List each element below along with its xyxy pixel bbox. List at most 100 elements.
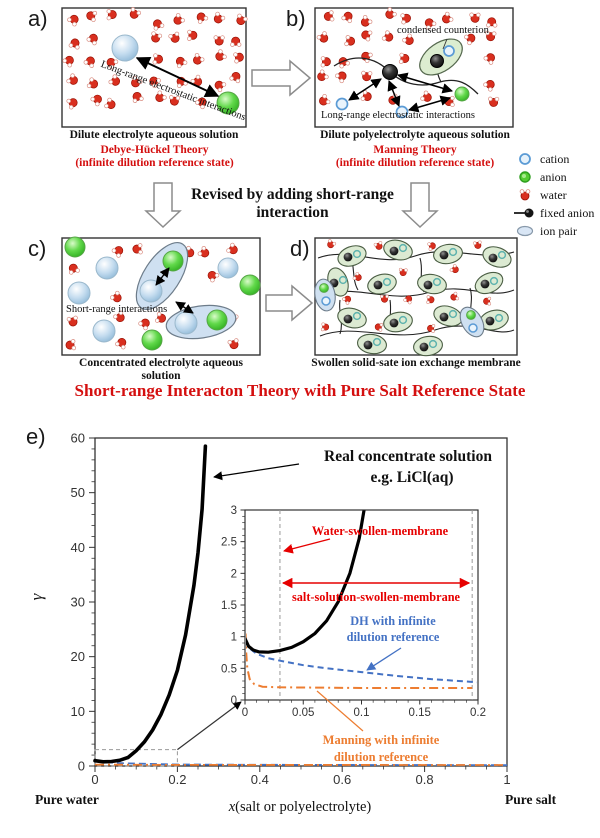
- counterion: [448, 247, 458, 257]
- fixed-anion-counterion-pair: [383, 311, 413, 333]
- x-tick-label: 0: [91, 772, 98, 787]
- water-molecule: [361, 51, 373, 64]
- water-membrane-label: Water-swollen-membrane: [312, 524, 449, 538]
- real-solution-label2: e.g. LiCl(aq): [370, 469, 453, 486]
- inset-series-dh: [246, 640, 477, 684]
- anion: [64, 236, 86, 258]
- legend-item-anion: anion: [512, 168, 594, 186]
- fixed-anion: [343, 252, 353, 262]
- water-molecule: [86, 77, 99, 89]
- fixed-anion-counterion-pair: [482, 246, 512, 268]
- counterion: [372, 337, 382, 347]
- water-molecule: [427, 242, 436, 251]
- water-molecule: [104, 97, 116, 109]
- cation: [217, 257, 239, 279]
- water-molecule: [398, 52, 410, 64]
- water-molecule: [402, 33, 414, 45]
- water-molecule: [65, 339, 77, 351]
- x-axis-title-italic: x: [228, 799, 236, 815]
- water-molecule: [338, 57, 350, 69]
- fixed-anion: [382, 64, 398, 80]
- legend-item-fixed-anion: fixed anion: [512, 204, 594, 222]
- cation: [95, 256, 119, 280]
- fixed-anion: [373, 280, 383, 290]
- salt-membrane-label: salt-solution-swollen-membrane: [292, 590, 461, 604]
- interaction-arrow: [407, 95, 452, 113]
- water-molecule: [317, 69, 329, 82]
- water-molecule: [483, 80, 495, 92]
- cation-icon: [519, 153, 531, 165]
- fixed-anion-icon: [514, 208, 534, 218]
- fixed-anion: [423, 280, 433, 290]
- water-molecule: [86, 10, 98, 22]
- water-molecule: [400, 13, 411, 25]
- water-molecule: [151, 31, 163, 43]
- water-molecule: [66, 315, 78, 327]
- counterion: [428, 339, 438, 349]
- water-molecule: [129, 7, 142, 19]
- anion: [466, 310, 476, 320]
- dh-arrow: [366, 647, 402, 671]
- y-tick-label: 50: [71, 485, 85, 500]
- water-molecule: [106, 9, 117, 21]
- cation: [139, 279, 163, 303]
- water-molecule: [483, 296, 492, 306]
- water-molecule: [398, 267, 408, 277]
- water-molecule: [374, 323, 384, 332]
- water-molecule: [68, 38, 80, 50]
- legend: cation anion water fixed anion ion pair: [512, 150, 594, 240]
- cation: [468, 323, 478, 333]
- counterion: [489, 276, 499, 286]
- y-tick-label: 20: [71, 649, 85, 664]
- water-molecule: [483, 53, 495, 65]
- legend-label: fixed anion: [540, 205, 595, 220]
- water-molecule: [441, 11, 454, 24]
- y-axis-title: γ: [27, 592, 46, 600]
- water-molecule: [472, 240, 482, 249]
- panel-d-caption: Swollen solid-sate ion exchange membrane: [311, 357, 521, 369]
- counterion: [398, 315, 408, 325]
- manning-label2: dilution reference: [334, 750, 429, 764]
- fixed-anion-counterion-pair: [413, 335, 443, 357]
- fixed-anion-counterion-pair: [417, 273, 447, 295]
- fixed-anion: [439, 312, 449, 322]
- water-molecule: [115, 338, 127, 350]
- counterion: [448, 309, 458, 319]
- real-solution-arrow: [213, 463, 300, 481]
- x-axis-left-label: Pure water: [35, 792, 99, 807]
- x-axis-right-label: Pure salt: [505, 792, 557, 807]
- fixed-anion-counterion-pair: [337, 307, 367, 329]
- anion: [454, 86, 470, 102]
- interaction-arrow: [396, 72, 454, 94]
- anion: [319, 283, 329, 293]
- panel-a-graphic: [62, 7, 248, 115]
- water-molecule: [320, 322, 330, 332]
- panel-b-graphic: [316, 7, 500, 119]
- dh-label2: dilution reference: [347, 630, 440, 644]
- interaction-arrow: [348, 78, 382, 101]
- cation: [443, 45, 455, 57]
- short-range-arrow: [175, 301, 194, 314]
- water-molecule: [226, 242, 238, 255]
- inset-y-tick-label: 2: [231, 568, 237, 580]
- cation: [395, 105, 409, 119]
- fixed-anion: [363, 340, 373, 350]
- water-molecule: [233, 52, 244, 64]
- water-molecule: [155, 311, 166, 323]
- cation: [111, 34, 139, 62]
- flow-arrow-b-to-d: [401, 182, 439, 229]
- water-molecule: [132, 243, 143, 255]
- anion: [216, 91, 240, 115]
- water-molecule: [68, 263, 80, 275]
- dh-label: DH with infinite: [350, 614, 436, 628]
- water-molecule: [486, 17, 498, 28]
- water-molecule: [195, 97, 207, 110]
- water-molecule: [381, 30, 394, 42]
- water-molecule: [153, 19, 165, 31]
- fixed-anion: [389, 318, 399, 328]
- water-molecule: [323, 10, 335, 22]
- x-tick-label: 0.6: [333, 772, 351, 787]
- water-molecule: [341, 11, 353, 24]
